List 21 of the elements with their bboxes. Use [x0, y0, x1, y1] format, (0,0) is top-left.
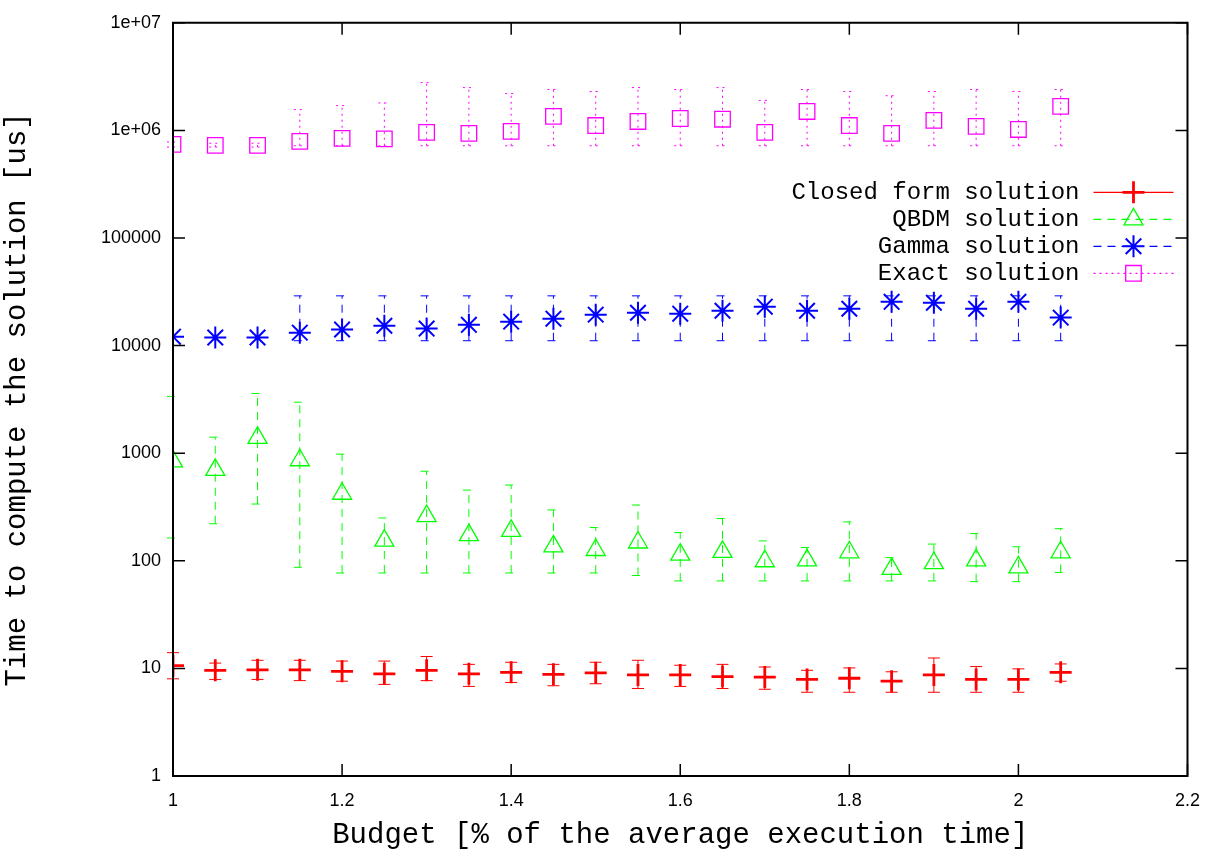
- y-axis-title: Time to compute the solution [us]: [1, 112, 35, 687]
- y-tick-label: 1000: [120, 442, 161, 463]
- y-tick-label: 10: [140, 657, 161, 678]
- x-tick-label: 1.2: [329, 789, 355, 810]
- x-tick-label: 1.6: [667, 789, 693, 810]
- y-tick-label: 100000: [100, 226, 161, 247]
- x-tick-label: 1.4: [498, 789, 524, 810]
- x-tick-label: 1.8: [836, 789, 862, 810]
- legend-label: Exact solution: [877, 259, 1080, 287]
- x-tick-label: 2: [1013, 789, 1024, 810]
- y-tick-label: 100: [130, 549, 161, 570]
- y-tick-label: 1e+07: [110, 11, 161, 32]
- legend-label: Closed form solution: [791, 178, 1080, 206]
- y-tick-label: 1: [150, 764, 161, 785]
- legend-label: QBDM solution: [892, 205, 1080, 233]
- y-tick-label: 10000: [110, 334, 161, 355]
- x-axis-title: Budget [% of the average execution time]: [332, 819, 1029, 853]
- y-tick-label: 1e+06: [110, 119, 161, 140]
- x-tick-label: 2.2: [1174, 789, 1200, 810]
- x-tick-label: 1: [167, 789, 179, 810]
- legend-label: Gamma solution: [877, 232, 1080, 260]
